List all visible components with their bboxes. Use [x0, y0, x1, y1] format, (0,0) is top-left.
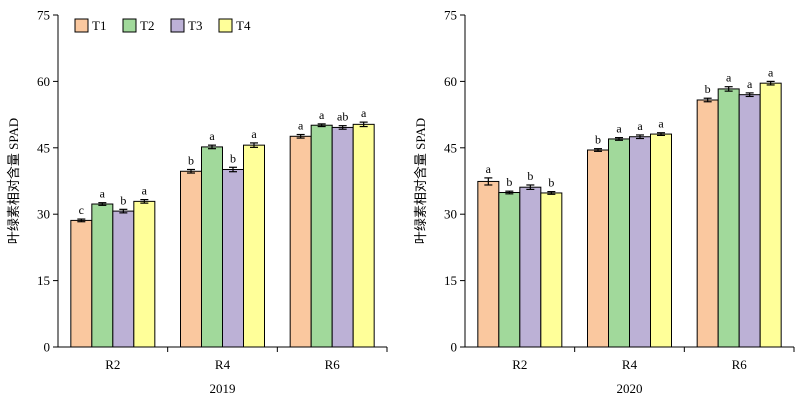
y-axis-title: 叶绿素相对含量 SPAD — [6, 118, 21, 244]
bar-t4-r6 — [759, 82, 782, 348]
y-tick-label: 75 — [444, 8, 457, 23]
y-tick-label: 75 — [37, 8, 50, 23]
legend-label-t3: T3 — [188, 18, 202, 33]
x-tick-label: R4 — [622, 357, 638, 372]
significance-label: a — [768, 65, 774, 79]
significance-label: a — [361, 106, 367, 120]
significance-label: b — [188, 153, 194, 167]
x-tick-label: R2 — [105, 357, 120, 372]
y-tick-label: 60 — [37, 74, 50, 89]
bar-t3-r4 — [629, 136, 651, 348]
bar-t2-r6 — [310, 124, 333, 348]
y-tick-label: 15 — [37, 273, 50, 288]
significance-label: a — [658, 117, 664, 131]
bar-t4-r4 — [650, 133, 672, 348]
bar-t3-r2 — [112, 210, 135, 348]
bar-t3-r6 — [331, 126, 354, 348]
x-tick-label: R4 — [215, 357, 231, 372]
significance-label: a — [142, 184, 148, 198]
bar-t3-r6 — [738, 94, 761, 348]
y-tick-label: 30 — [37, 207, 50, 222]
significance-label: a — [251, 127, 257, 141]
legend-swatch-t1 — [74, 18, 89, 33]
bar-t2-r4 — [201, 146, 223, 348]
legend-swatch-t4 — [218, 18, 233, 33]
bar-t2-r2 — [498, 192, 521, 348]
bar-t1-r4 — [180, 170, 202, 348]
bar-t4-r6 — [352, 123, 375, 348]
significance-label: a — [726, 71, 732, 85]
significance-label: a — [319, 108, 325, 122]
x-axis-title: 2020 — [617, 381, 643, 396]
legend-swatch-t2 — [122, 18, 137, 33]
significance-label: a — [209, 129, 215, 143]
significance-label: a — [486, 162, 492, 176]
bar-t1-r2 — [477, 180, 500, 348]
x-tick-label: R6 — [732, 357, 748, 372]
significance-label: a — [298, 119, 304, 133]
bar-t1-r6 — [289, 135, 312, 348]
y-tick-label: 45 — [37, 140, 50, 155]
y-axis-title: 叶绿素相对含量 SPAD — [413, 118, 428, 244]
significance-label: a — [616, 122, 622, 136]
significance-label: b — [705, 82, 711, 96]
y-tick-label: 30 — [444, 207, 457, 222]
bar-t1-r4 — [587, 149, 609, 348]
significance-label: b — [506, 175, 512, 189]
y-tick-label: 0 — [451, 340, 458, 355]
legend-swatch-t3 — [170, 18, 185, 33]
significance-label: b — [527, 169, 533, 183]
x-tick-label: R2 — [512, 357, 527, 372]
legend: T1 T2 T3 T4 — [74, 18, 251, 33]
significance-label: c — [79, 203, 84, 217]
bar-t3-r4 — [222, 168, 244, 348]
significance-label: b — [120, 193, 126, 207]
x-tick-label: R6 — [325, 357, 341, 372]
y-tick-label: 0 — [44, 340, 51, 355]
bar-t4-r4 — [243, 144, 265, 348]
significance-label: b — [595, 133, 601, 147]
y-tick-label: 15 — [444, 273, 457, 288]
bar-t4-r2 — [540, 192, 563, 348]
bar-t3-r2 — [519, 186, 542, 348]
bar-t1-r2 — [70, 219, 93, 348]
legend-label-t4: T4 — [236, 18, 251, 33]
legend-label-t1: T1 — [92, 18, 106, 33]
significance-label: a — [747, 77, 753, 91]
significance-label: ab — [337, 110, 348, 124]
significance-label: b — [548, 176, 554, 190]
y-tick-label: 45 — [444, 140, 457, 155]
significance-label: a — [637, 119, 643, 133]
bar-t1-r6 — [696, 99, 719, 348]
bar-t2-r6 — [717, 88, 740, 348]
bar-t2-r4 — [608, 138, 630, 348]
y-tick-label: 60 — [444, 74, 457, 89]
significance-label: b — [230, 151, 236, 165]
x-axis-title: 2019 — [210, 381, 236, 396]
bar-t2-r2 — [91, 203, 114, 348]
significance-label: a — [100, 187, 106, 201]
bar-t4-r2 — [133, 200, 156, 348]
legend-label-t2: T2 — [140, 18, 154, 33]
